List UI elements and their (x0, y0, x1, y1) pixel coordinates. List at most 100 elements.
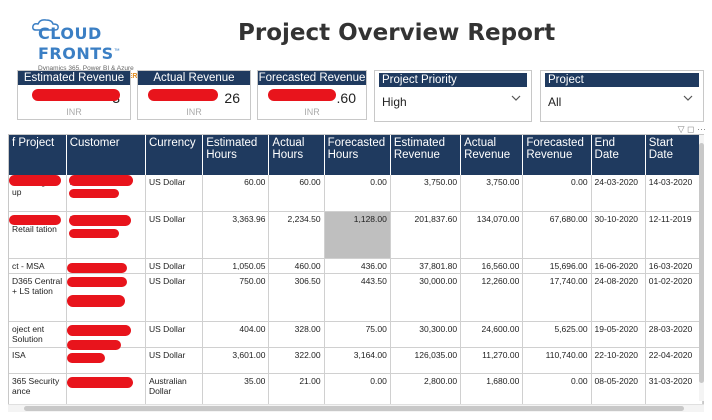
column-header[interactable]: Actual Revenue (460, 135, 524, 175)
table-cell-est-rev: 201,837.60 (390, 211, 462, 259)
project-slicer[interactable]: Project All (540, 70, 704, 122)
column-header[interactable]: End Date (591, 135, 646, 175)
card-label: Forecasted Revenue (258, 71, 366, 85)
column-header[interactable]: Start Date (645, 135, 703, 175)
table-cell-fc-hours: 436.00 (324, 258, 391, 274)
filter-icon[interactable]: ▽ (677, 124, 685, 134)
page-title: Project Overview Report (238, 20, 556, 46)
column-header[interactable]: Forecasted Revenue (522, 135, 592, 175)
table-cell-currency: US Dollar (145, 175, 204, 212)
chevron-down-icon[interactable] (683, 93, 693, 103)
forecasted-revenue-card[interactable]: Forecasted Revenue .60 INR (257, 70, 367, 120)
table-cell-act-rev: 24,600.00 (460, 321, 524, 348)
table-cell-est-hours: 404.00 (202, 321, 270, 348)
redaction-mark (67, 377, 133, 388)
slicer-label: Project (545, 73, 699, 87)
table-cell-est-hours: 3,601.00 (202, 347, 270, 374)
table-cell-end: 16-06-2020 (591, 258, 646, 274)
table-cell-project: D365 Central + LS tation (9, 273, 67, 322)
chevron-down-icon[interactable] (511, 93, 521, 103)
table-cell-act-hours: 322.00 (268, 347, 325, 374)
table-row[interactable]: D365 Central + LS tation US Dollar 750.00 3… (9, 273, 703, 322)
table-cell-act-hours: 328.00 (268, 321, 325, 348)
table-cell-act-rev: 1,680.00 (460, 373, 524, 406)
table-cell-start: 12-11-2019 (645, 211, 703, 259)
table-cell-end: 30-10-2020 (591, 211, 646, 259)
table-cell-est-hours: 750.00 (202, 273, 270, 322)
table-cell-act-rev: 134,070.00 (460, 211, 524, 259)
table-cell-start: 28-03-2020 (645, 321, 703, 348)
table-cell-start: 14-03-2020 (645, 175, 703, 212)
company-logo: CLOUD FRONTS™ Dynamics 365, Power BI & A… (32, 19, 152, 80)
table-cell-fc-hours: 0.00 (324, 175, 391, 212)
slicer-selected-value[interactable]: High (382, 95, 407, 109)
horizontal-scrollbar[interactable] (8, 404, 704, 412)
scroll-thumb[interactable] (699, 143, 704, 383)
table-cell-est-rev: 30,300.00 (390, 321, 462, 348)
project-priority-slicer[interactable]: Project Priority High (374, 70, 532, 122)
card-label: Estimated Revenue (18, 71, 130, 85)
more-options-icon[interactable]: ⋯ (697, 124, 706, 134)
column-header[interactable]: Estimated Hours (202, 135, 270, 175)
table-cell-fc-rev: 17,740.00 (522, 273, 592, 322)
table-row[interactable]: 365 Security ance Australian Dollar 35.00 2… (9, 373, 703, 406)
table-cell-end: 19-05-2020 (591, 321, 646, 348)
card-unit: INR (186, 107, 202, 117)
table-row[interactable]: oject ent SolutionsUS Dollar404.00328.00… (9, 321, 703, 348)
slicer-selected-value[interactable]: All (548, 95, 562, 109)
card-unit: INR (304, 107, 320, 117)
table-cell-currency: US Dollar (145, 347, 204, 374)
slicer-label: Project Priority (379, 73, 527, 87)
table-cell-fc-hours: 1,128.00 (324, 211, 391, 259)
table-cell-currency: US Dollar (145, 321, 204, 348)
column-header[interactable]: Forecasted Hours (324, 135, 391, 175)
table-cell-fc-rev: 15,696.00 (522, 258, 592, 274)
card-value: .60 (336, 90, 356, 106)
table-cell-act-hours: 306.50 (268, 273, 325, 322)
redaction-mark (67, 277, 127, 287)
table-cell-est-hours: 3,363.96 (202, 211, 270, 259)
table-cell-currency: Australian Dollar (145, 373, 204, 406)
table-cell-fc-hours: 0.00 (324, 373, 391, 406)
logo-trademark: ™ (113, 48, 120, 55)
vertical-scrollbar[interactable] (699, 135, 704, 401)
redaction-mark (67, 325, 131, 336)
column-header[interactable]: Estimated Revenue (390, 135, 462, 175)
table-cell-fc-rev: 110,740.00 (522, 347, 592, 374)
focus-mode-icon[interactable]: ◻ (687, 124, 695, 134)
table-cell-end: 08-05-2020 (591, 373, 646, 406)
card-unit: INR (66, 107, 82, 117)
scroll-thumb[interactable] (24, 406, 684, 411)
table-cell-act-hours: 2,234.50 (268, 211, 325, 259)
table-cell-fc-rev: 0.00 (522, 373, 592, 406)
redaction-mark (268, 89, 336, 101)
table-cell-est-rev: 3,750.00 (390, 175, 462, 212)
visual-toolbar: ▽ ◻ ⋯ (678, 124, 706, 135)
actual-revenue-card[interactable]: Actual Revenue 26 INR (137, 70, 251, 120)
table-cell-est-rev: 30,000.00 (390, 273, 462, 322)
estimated-revenue-card[interactable]: Estimated Revenue 3 INR (17, 70, 131, 120)
column-header[interactable]: Actual Hours (268, 135, 325, 175)
column-header[interactable]: f Project (9, 135, 67, 175)
table-cell-start: 31-03-2020 (645, 373, 703, 406)
table-cell-start: 16-03-2020 (645, 258, 703, 274)
table-cell-end: 24-08-2020 (591, 273, 646, 322)
redaction-mark (148, 89, 218, 101)
table-row[interactable]: ct - MSA US Dollar 1,050.05 460.00 436.00 37,… (9, 258, 703, 274)
table-cell-project: 365 Security ance (9, 373, 67, 406)
table-cell-act-rev: 11,270.00 (460, 347, 524, 374)
table-cell-project: oject ent Solution (9, 321, 67, 348)
table-cell-currency: US Dollar (145, 211, 204, 259)
redaction-mark (69, 229, 119, 238)
logo-brand: CLOUD FRONTS (38, 24, 114, 63)
column-header[interactable]: Customer (66, 135, 146, 175)
table-cell-end: 22-10-2020 (591, 347, 646, 374)
table-row[interactable]: ISA US Dollar 3,601.00 322.00 3,164.00 126,03… (9, 347, 703, 374)
table-cell-project: ct - MSA (9, 258, 67, 274)
table-row[interactable]: 365 F s and Retail tationLTDUS Dollar3,3… (9, 211, 703, 259)
redaction-mark (69, 189, 119, 198)
table-cell-fc-hours: 443.50 (324, 273, 391, 322)
table-cell-fc-rev: 67,680.00 (522, 211, 592, 259)
column-header[interactable]: Currency (145, 135, 204, 175)
